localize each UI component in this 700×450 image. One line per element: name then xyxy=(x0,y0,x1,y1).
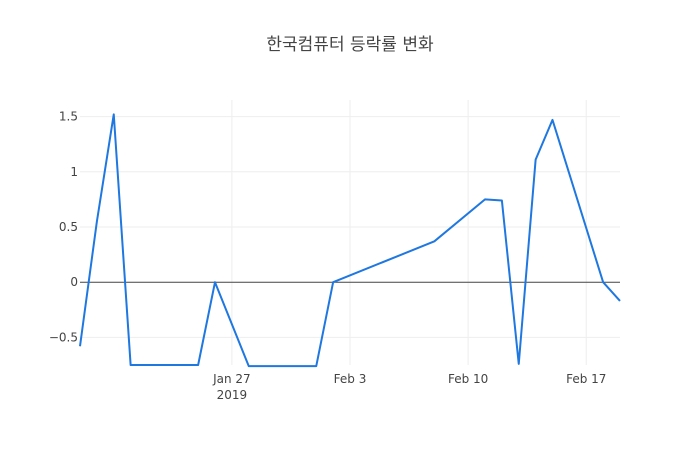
x-axis-ticks: Jan 27 2019 Feb 3 Feb 10 Feb 17 xyxy=(212,372,606,402)
chart-title: 한국컴퓨터 등락률 변화 xyxy=(266,35,434,55)
x-tick-label: Feb 17 xyxy=(566,372,606,386)
x-tick-sublabel: 2019 xyxy=(217,388,248,402)
y-axis-ticks: 1.5 1 0.5 0 −0.5 xyxy=(49,110,78,345)
y-tick-label: 1.5 xyxy=(59,110,78,124)
y-tick-label: −0.5 xyxy=(49,330,78,344)
x-tick-label: Jan 27 xyxy=(212,372,251,386)
x-tick-label: Feb 3 xyxy=(334,372,367,386)
grid-layer xyxy=(80,100,620,365)
y-tick-label: 0 xyxy=(70,275,78,289)
series-layer xyxy=(79,113,621,368)
y-tick-label: 0.5 xyxy=(59,220,78,234)
x-tick-label: Feb 10 xyxy=(448,372,488,386)
y-tick-label: 1 xyxy=(70,165,78,179)
series-line xyxy=(79,113,621,368)
